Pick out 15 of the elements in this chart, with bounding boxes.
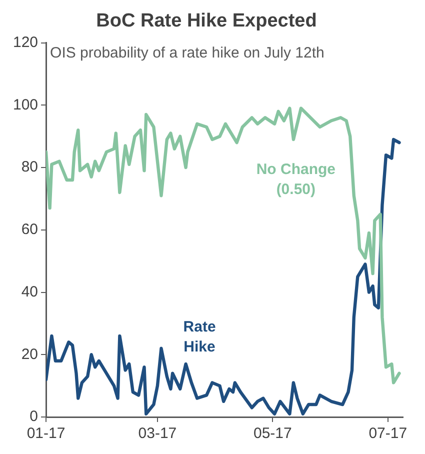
y-tick-label: 100 — [12, 96, 38, 114]
y-tick-label: 60 — [21, 221, 38, 238]
y-tick-label: 0 — [30, 408, 38, 426]
y-tick-label: 80 — [21, 158, 38, 176]
x-tick-label: 07-17 — [368, 425, 408, 442]
series-label: Rate Hike — [183, 318, 216, 356]
y-axis-title: OIS probability of a rate hike on July 12th — [50, 44, 324, 62]
y-tick-label: 40 — [21, 283, 38, 300]
x-tick-label: 01-17 — [26, 425, 66, 442]
x-tick-label: 03-17 — [138, 425, 177, 442]
chart-title: BoC Rate Hike Expected — [96, 10, 317, 32]
y-tick-label: 120 — [12, 34, 38, 51]
series-label: No Change (0.50) — [256, 161, 336, 198]
x-tick-label: 05-17 — [253, 425, 292, 442]
y-tick-label: 20 — [21, 346, 38, 363]
